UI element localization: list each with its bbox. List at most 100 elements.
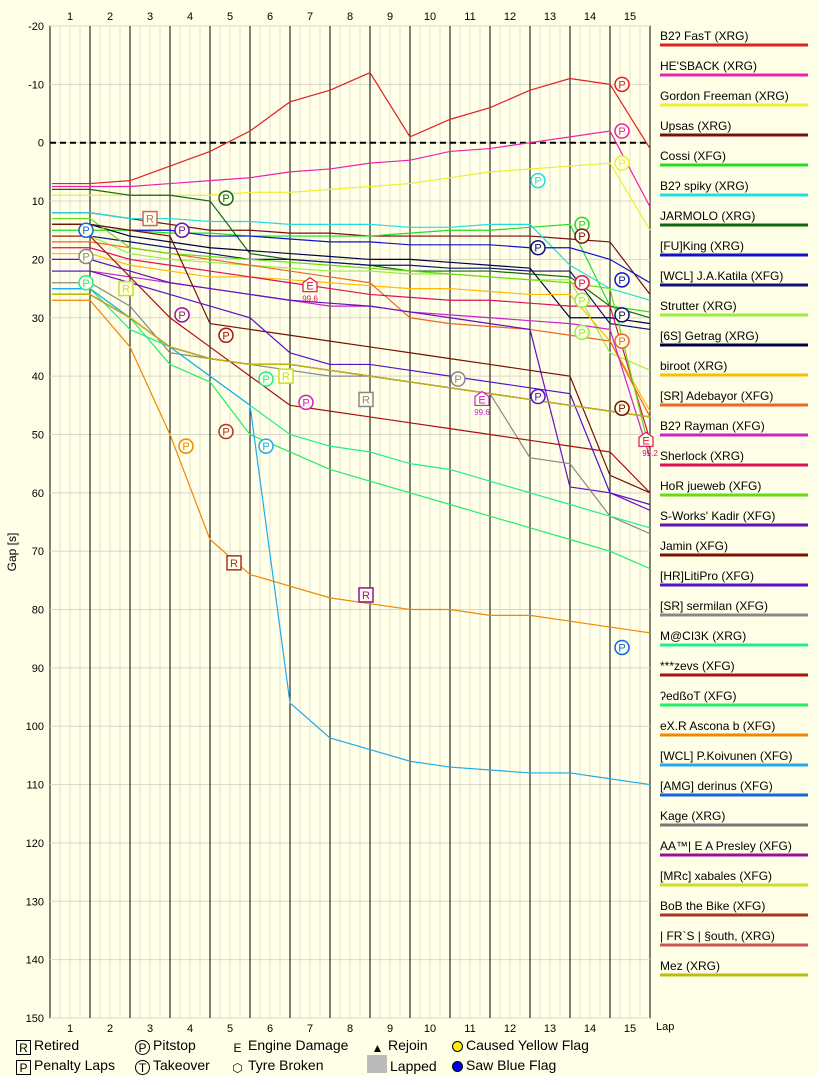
- marker-label: P: [302, 397, 309, 409]
- y-tick-label: -10: [28, 79, 44, 91]
- marker-label: R: [146, 214, 154, 226]
- marker-label: P: [578, 327, 585, 339]
- x-tick-label-top: 12: [504, 11, 516, 23]
- engine-damage-icon: E: [233, 1041, 242, 1055]
- marker-label: R: [362, 590, 370, 602]
- legend-blue: Saw Blue Flag: [452, 1057, 556, 1073]
- series-legend-label: AA™| E A Presley (XFG): [660, 839, 792, 853]
- legend-yellow: Caused Yellow Flag: [452, 1037, 589, 1053]
- legend-engine: E Engine Damage: [230, 1037, 348, 1056]
- pitstop-marker: [614, 123, 630, 139]
- lapped-swatch: [367, 1055, 387, 1073]
- pitstop-marker: [530, 172, 546, 189]
- y-tick-label: 120: [26, 838, 44, 850]
- x-tick-label: 6: [267, 1023, 273, 1035]
- race-gap-chart: -20-100102030405060708090100110120130140…: [5, 11, 808, 1035]
- series-legend-label: [SR] Adebayor (XFG): [660, 389, 773, 403]
- series-legend-label: B2ʔ Rayman (XFG): [660, 419, 765, 433]
- retired-marker: [226, 555, 242, 571]
- series-line: [52, 252, 651, 412]
- x-tick-label-top: 15: [624, 11, 636, 23]
- marker-label: P: [534, 392, 541, 404]
- y-tick-label: 90: [32, 663, 44, 675]
- marker-label: P: [262, 374, 269, 386]
- x-tick-label: 5: [227, 1023, 233, 1035]
- series-line: [52, 223, 651, 494]
- pitstop-marker: [174, 307, 190, 323]
- series-line: [52, 217, 651, 453]
- y-tick-label: 60: [32, 488, 44, 500]
- series-line: [52, 71, 651, 185]
- legend-lapped: Lapped: [367, 1055, 437, 1074]
- series-legend-label: Kage (XRG): [660, 809, 725, 823]
- retired-icon: R: [16, 1040, 31, 1055]
- series-legend-label: B2ʔ spiky (XRG): [660, 179, 749, 193]
- x-tick-label-top: 13: [544, 11, 556, 23]
- marker-label: P: [222, 193, 229, 205]
- x-tick-label: 11: [464, 1023, 475, 1035]
- series-legend-label: Mez (XRG): [660, 959, 720, 973]
- pitstop-marker: [614, 639, 630, 656]
- x-tick-label-top: 3: [147, 11, 153, 23]
- series-legend-label: S-Works' Kadir (XFG): [660, 509, 775, 523]
- legend-yellow-label: Caused Yellow Flag: [466, 1037, 589, 1053]
- series-legend-label: Strutter (XRG): [660, 299, 737, 313]
- marker-label: P: [618, 310, 625, 322]
- chart-legend: R Retired P Penalty Laps P Pitstop T Takeove…: [0, 1035, 818, 1075]
- legend-pitstop: P Pitstop: [135, 1037, 196, 1055]
- pitstop-marker: [218, 423, 234, 440]
- series-line: [52, 287, 651, 529]
- y-tick-label: 130: [26, 896, 44, 908]
- engine-damage-marker: [474, 390, 490, 407]
- pitstop-marker: [574, 292, 590, 309]
- pitstop-marker: [78, 275, 94, 291]
- series-legend-label: Gordon Freeman (XRG): [660, 89, 789, 103]
- legend-rejoin: ▲ Rejoin: [370, 1037, 428, 1056]
- legend-lapped-label: Lapped: [390, 1058, 437, 1074]
- rejoin-icon: ▲: [371, 1041, 384, 1055]
- series-legend-label: Cossi (XFG): [660, 149, 726, 163]
- series-legend-label: B2ʔ FasT (XRG): [660, 29, 748, 43]
- marker-label: P: [82, 225, 89, 237]
- x-tick-label: 2: [107, 1023, 113, 1035]
- x-tick-label: 12: [504, 1023, 516, 1035]
- marker-label: E: [478, 394, 485, 406]
- annotation-label: 99.6: [474, 408, 490, 417]
- x-tick-label-top: 5: [227, 11, 233, 23]
- series-legend-label: [6S] Getrag (XRG): [660, 329, 759, 343]
- marker-label: P: [82, 278, 89, 290]
- y-tick-label: 150: [26, 1013, 44, 1025]
- y-tick-label: 0: [38, 138, 44, 150]
- marker-label: P: [534, 176, 541, 188]
- x-tick-label-top: 4: [187, 11, 193, 23]
- legend-penalty-label: Penalty Laps: [34, 1057, 115, 1073]
- pitstop-marker: [78, 222, 94, 238]
- series-line: [52, 130, 651, 208]
- retired-marker: [278, 368, 294, 384]
- x-tick-label-top: 10: [424, 11, 436, 23]
- x-tick-label: 7: [307, 1023, 313, 1035]
- legend-pitstop-label: Pitstop: [153, 1037, 196, 1053]
- yellow-flag-icon: [452, 1041, 463, 1052]
- y-tick-label: 10: [32, 196, 44, 208]
- marker-label: P: [534, 243, 541, 255]
- pitstop-marker: [530, 239, 546, 256]
- series-legend-label: ***zevs (XFG): [660, 659, 735, 673]
- annotation-label: 99.2: [642, 449, 658, 458]
- legend-blue-label: Saw Blue Flag: [466, 1057, 557, 1073]
- series-line: [52, 247, 651, 441]
- takeover-icon: T: [135, 1060, 150, 1075]
- marker-label: P: [618, 158, 625, 170]
- series-legend-label: HoR jueweb (XFG): [660, 479, 761, 493]
- pitstop-marker: [450, 371, 466, 387]
- series-line: [52, 235, 651, 331]
- series-line: [52, 287, 651, 570]
- legend-tyre-label: Tyre Broken: [248, 1057, 324, 1073]
- pitstop-marker: [614, 400, 630, 416]
- x-tick-label-top: 11: [464, 11, 475, 23]
- pitstop-marker: [298, 394, 314, 411]
- series-line: [52, 223, 651, 313]
- pitstop-marker: [218, 327, 234, 344]
- marker-label: P: [82, 251, 89, 263]
- y-axis-label: Gap [s]: [5, 533, 19, 572]
